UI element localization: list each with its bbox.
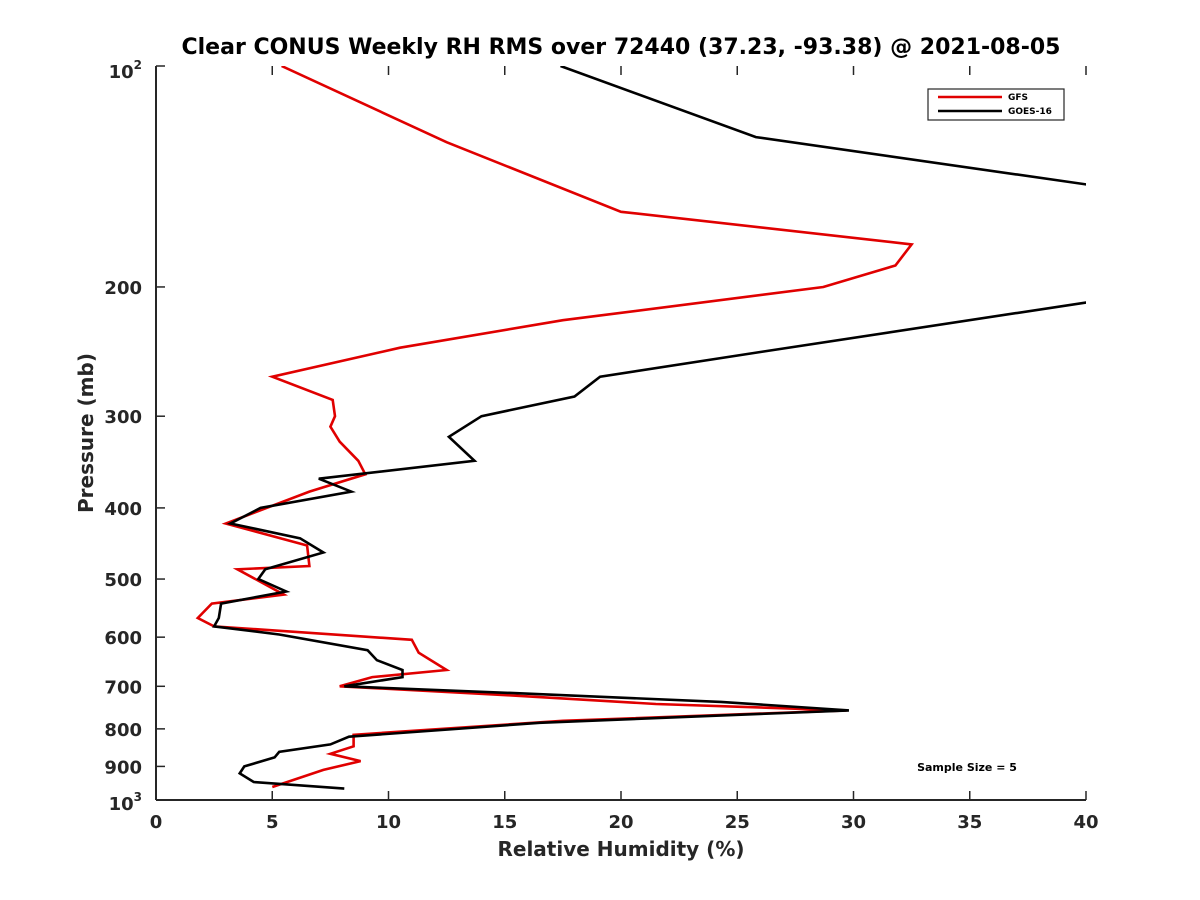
y-tick-label: 700	[104, 677, 142, 698]
y-bottom-exp: 3	[134, 790, 142, 804]
x-axis-label: Relative Humidity (%)	[497, 837, 744, 861]
y-tick-label-bottom: 103	[109, 790, 142, 815]
y-tick-label: 500	[104, 570, 142, 591]
sample-size-annotation: Sample Size = 5	[917, 761, 1017, 774]
y-tick-label: 200	[104, 278, 142, 299]
legend: GFS GOES-16	[927, 88, 1065, 121]
x-ticks: 0 5 10 15 20 25 30 35 40	[150, 66, 1099, 833]
x-tick-label: 25	[725, 812, 750, 833]
x-tick-label: 30	[841, 812, 866, 833]
y-tick-label: 400	[104, 499, 142, 520]
y-ticks: 200 300 400 500 600 700 800 900	[104, 65, 165, 801]
chart-title: Clear CONUS Weekly RH RMS over 72440 (37…	[182, 35, 1061, 60]
y-axis-label: Pressure (mb)	[74, 353, 98, 513]
y-tick-label: 600	[104, 628, 142, 649]
legend-label-goes16: GOES-16	[1008, 107, 1052, 117]
y-top-exp: 2	[134, 58, 142, 72]
series-line-goes16	[212, 66, 1086, 790]
x-tick-label: 10	[376, 812, 401, 833]
y-tick-label: 800	[104, 720, 142, 741]
x-tick-label: 5	[266, 812, 279, 833]
y-bottom-base: 10	[109, 794, 134, 815]
y-tick-label: 300	[104, 407, 142, 428]
y-tick-label-top: 102	[109, 58, 142, 83]
legend-label-gfs: GFS	[1008, 93, 1028, 103]
x-tick-label: 15	[492, 812, 517, 833]
y-top-base: 10	[109, 62, 134, 83]
x-tick-label: 40	[1073, 812, 1098, 833]
series-layer	[195, 66, 1086, 790]
y-tick-label: 900	[104, 757, 142, 778]
x-tick-label: 35	[957, 812, 982, 833]
legend-box	[927, 88, 1065, 121]
x-tick-label: 20	[608, 812, 633, 833]
series-line-gfs	[195, 66, 915, 789]
x-tick-label: 0	[150, 812, 163, 833]
